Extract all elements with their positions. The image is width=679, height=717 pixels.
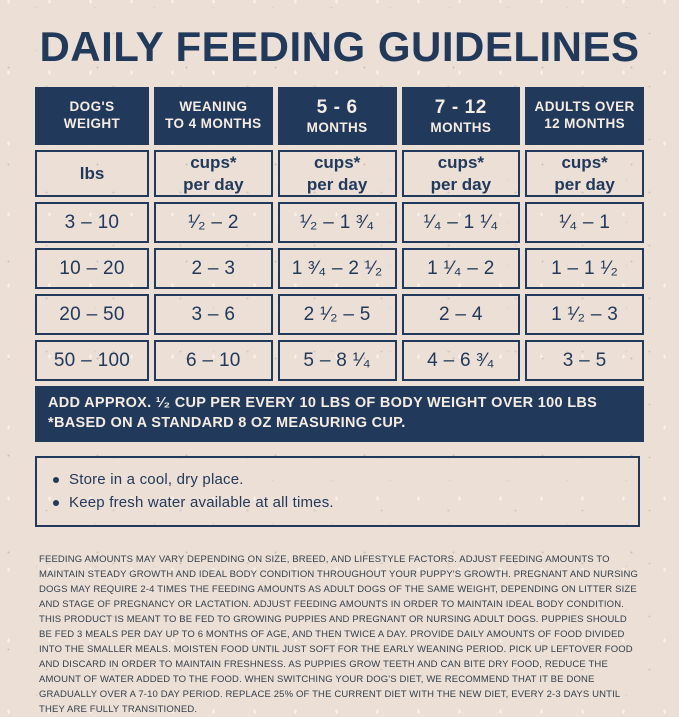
header-line: WEANING — [179, 99, 248, 115]
column-header-weaning-to-4-months: WEANING TO 4 MONTHS — [154, 87, 273, 146]
note-text: Store in a cool, dry place. — [69, 471, 244, 489]
bullet-icon — [53, 499, 59, 506]
column-header-5-6-months: 5 - 6 MONTHS — [277, 87, 397, 146]
unit-label: per day — [306, 174, 368, 194]
unit-label: cups* — [437, 153, 485, 173]
weight-range-cell: 10 – 20 — [35, 248, 149, 290]
column-header-dogs-weight: DOG'S WEIGHT — [35, 87, 149, 146]
header-line: DOG'S — [69, 99, 115, 115]
header-line: 7 - 12 — [434, 96, 487, 118]
unit-label: lbs — [79, 164, 105, 184]
unit-label: per day — [183, 174, 244, 194]
feeding-amount-cell: 1 – 1 ¹⁄₂ — [525, 248, 644, 290]
footnote-line: *BASED ON A STANDARD 8 OZ MEASURING CUP. — [48, 414, 406, 431]
list-item: Store in a cool, dry place. — [53, 468, 622, 491]
note-text: Keep fresh water available at all times. — [69, 494, 334, 512]
feeding-amount-cell: 2 – 3 — [154, 248, 273, 290]
unit-label: per day — [430, 174, 492, 194]
feeding-amount-cell: 5 – 8 ¹⁄₄ — [277, 340, 397, 382]
unit-cell-lbs: lbs — [35, 150, 149, 198]
header-line: WEIGHT — [63, 116, 121, 132]
feeding-amount-cell: 2 – 4 — [401, 294, 521, 336]
unit-label: cups* — [190, 153, 237, 173]
feeding-amount-cell: 4 – 6 ³⁄₄ — [401, 340, 521, 382]
feeding-table: DOG'S WEIGHT WEANING TO 4 MONTHS 5 - 6 M… — [35, 87, 644, 443]
unit-cell-cups-per-day: cups* per day — [401, 150, 521, 198]
unit-cell-cups-per-day: cups* per day — [525, 150, 644, 198]
feeding-amount-cell: 6 – 10 — [154, 340, 273, 382]
header-line: MONTHS — [306, 119, 368, 135]
feeding-amount-cell: ¹⁄₂ – 2 — [154, 202, 273, 244]
bullet-icon — [53, 476, 59, 483]
column-header-adults-over-12-months: ADULTS OVER 12 MONTHS — [525, 87, 644, 146]
weight-range-cell: 3 – 10 — [35, 202, 149, 244]
feeding-amount-cell: ¹⁄₄ – 1 ¹⁄₄ — [401, 202, 521, 244]
feeding-amount-cell: 1 ¹⁄₄ – 2 — [401, 248, 521, 290]
header-line: TO 4 MONTHS — [165, 116, 262, 132]
footnote-banner: ADD APPROX. ¹⁄₂ CUP PER EVERY 10 LBS OF … — [35, 386, 644, 443]
weight-range-cell: 20 – 50 — [35, 294, 149, 336]
list-item: Keep fresh water available at all times. — [53, 491, 622, 514]
header-line: ADULTS OVER — [534, 99, 635, 115]
feeding-amount-cell: 3 – 6 — [154, 294, 273, 336]
feeding-amount-cell: ¹⁄₂ – 1 ³⁄₄ — [277, 202, 397, 244]
care-notes-box: Store in a cool, dry place. Keep fresh w… — [35, 456, 640, 528]
unit-cell-cups-per-day: cups* per day — [277, 150, 397, 198]
unit-cell-cups-per-day: cups* per day — [154, 150, 273, 198]
feeding-amount-cell: 3 – 5 — [525, 340, 644, 382]
fine-print-paragraph: FEEDING AMOUNTS MAY VARY DEPENDING ON SI… — [39, 554, 639, 716]
unit-label: cups* — [561, 153, 608, 173]
feeding-amount-cell: 1 ³⁄₄ – 2 ¹⁄₂ — [277, 248, 397, 290]
footnote-line: ADD APPROX. ¹⁄₂ CUP PER EVERY 10 LBS OF … — [48, 395, 598, 412]
header-line: MONTHS — [430, 119, 492, 135]
feeding-amount-cell: 2 ¹⁄₂ – 5 — [277, 294, 397, 336]
unit-label: cups* — [313, 153, 361, 173]
unit-label: per day — [554, 174, 615, 194]
column-header-7-12-months: 7 - 12 MONTHS — [401, 87, 521, 146]
page-title: DAILY FEEDING GUIDELINES — [39, 23, 640, 70]
feeding-amount-cell: ¹⁄₄ – 1 — [525, 202, 644, 244]
feeding-amount-cell: 1 ¹⁄₂ – 3 — [525, 294, 644, 336]
header-line: 5 - 6 — [316, 96, 358, 118]
header-line: 12 MONTHS — [544, 116, 626, 132]
weight-range-cell: 50 – 100 — [35, 340, 149, 382]
